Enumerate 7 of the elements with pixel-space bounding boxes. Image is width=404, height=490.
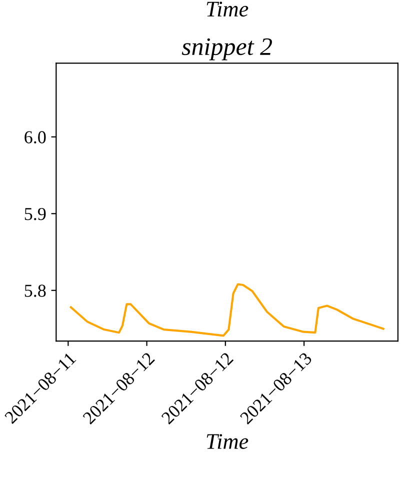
y-tick-label: 5.9 — [24, 208, 46, 220]
y-tick-label: 6.0 — [24, 131, 46, 144]
x-axis-title: Time — [206, 434, 248, 450]
text: Time — [206, 2, 248, 17]
line-series — [70, 283, 384, 337]
chart-title: snippet 2 — [182, 38, 272, 60]
y-tick-label: 5.8 — [24, 284, 46, 297]
